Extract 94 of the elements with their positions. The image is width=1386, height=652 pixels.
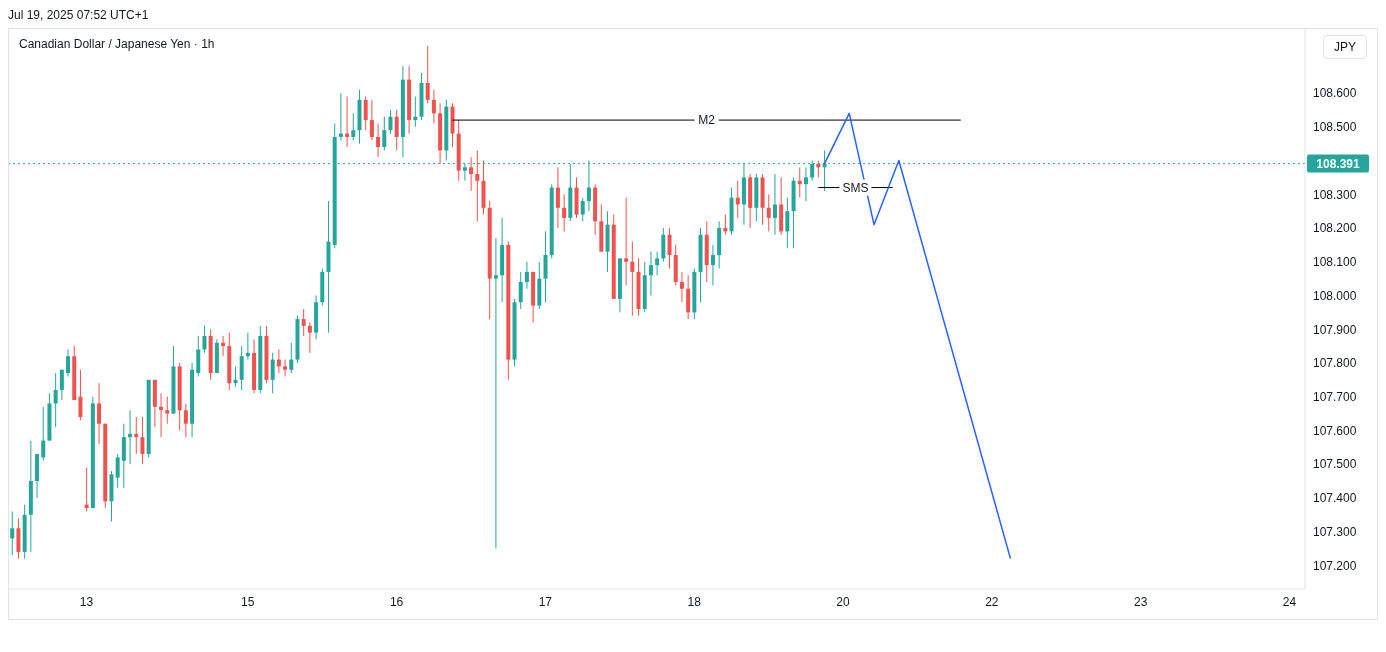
candlestick — [493, 237, 498, 550]
candlestick — [140, 416, 145, 465]
candlestick — [710, 244, 715, 286]
y-tick-label: 108.300 — [1313, 187, 1357, 202]
candlestick — [289, 342, 294, 374]
line-series — [823, 112, 1012, 560]
candlestick — [382, 116, 387, 151]
candlestick — [425, 45, 430, 104]
y-tick-label: 108.600 — [1313, 86, 1357, 101]
candlestick — [16, 517, 21, 560]
candlestick — [369, 99, 374, 141]
candlestick — [165, 396, 170, 425]
candlestick — [797, 166, 802, 199]
candlestick — [41, 406, 46, 462]
candlestick — [301, 308, 306, 337]
candlestick — [245, 332, 250, 361]
candlestick — [233, 365, 238, 388]
candlestick — [53, 372, 58, 428]
candlestick — [270, 352, 275, 394]
candlestick — [128, 409, 133, 465]
candlestick — [518, 271, 523, 310]
candlestick — [78, 369, 83, 421]
candlestick — [121, 423, 126, 489]
x-tick-label: 24 — [1282, 594, 1297, 609]
candlestick — [624, 197, 629, 286]
candlestick — [648, 251, 653, 297]
y-tick-label: 107.900 — [1313, 322, 1357, 337]
candlestick — [475, 149, 480, 222]
candlestick — [580, 197, 585, 222]
candlestick — [655, 251, 660, 276]
y-tick-label: 107.800 — [1313, 356, 1357, 371]
x-tick-label: 15 — [241, 594, 255, 609]
y-tick-label: 107.200 — [1313, 558, 1357, 573]
candlestick — [183, 402, 188, 438]
candlestick — [543, 230, 548, 303]
series-label: SMS — [842, 180, 869, 195]
chart-subtitle: Jul 19, 2025 07:52 UTC+1 — [8, 8, 150, 24]
candlestick — [115, 453, 120, 489]
candlestick — [221, 335, 226, 357]
x-tick-label: 18 — [687, 594, 702, 609]
candlestick — [202, 325, 207, 354]
candlestick — [524, 261, 529, 290]
text: Canadian Dollar / Japanese Yen · 1h — [19, 37, 215, 51]
x-tick-label: 16 — [389, 594, 404, 609]
candlestick — [772, 173, 777, 236]
x-tick-label: 20 — [836, 594, 851, 609]
y-tick-label: 108.100 — [1313, 255, 1357, 270]
candlestick — [661, 227, 666, 263]
text: JPY — [1322, 35, 1367, 59]
y-tick-label: 108.200 — [1313, 221, 1357, 236]
candlestick — [97, 382, 102, 445]
candlestick — [562, 193, 567, 232]
candlestick — [159, 392, 164, 438]
candlestick — [431, 89, 436, 124]
candlestick — [413, 95, 418, 128]
candlestick — [723, 214, 728, 236]
candlestick — [363, 95, 368, 131]
y-tick-label: 107.600 — [1313, 423, 1357, 438]
y-tick-label: 107.700 — [1313, 389, 1357, 404]
candlestick — [196, 335, 201, 377]
series-label: M2 — [698, 113, 716, 128]
candlestick — [555, 166, 560, 229]
candlestick — [785, 197, 790, 249]
candlestick — [686, 274, 691, 320]
candlestick — [239, 345, 244, 391]
x-tick-label: 23 — [1133, 594, 1148, 609]
candlestick — [469, 156, 474, 192]
candlestick — [59, 369, 64, 401]
candlestick — [338, 92, 343, 141]
y-tick-label: 107.400 — [1313, 491, 1357, 506]
ref-line-label: 108.391 — [1316, 156, 1361, 171]
candlestick — [630, 241, 635, 317]
y-tick-label: 108.000 — [1313, 288, 1357, 303]
y-tick-label: 108.500 — [1313, 120, 1357, 135]
candlestick — [803, 166, 808, 202]
candlestick — [283, 359, 288, 377]
y-tick-label: 107.300 — [1313, 524, 1357, 539]
candlestick — [679, 271, 684, 303]
x-tick-label: 13 — [79, 594, 94, 609]
candlestick — [376, 122, 381, 158]
y-tick-label: 107.500 — [1313, 457, 1357, 472]
candlestick — [10, 510, 15, 556]
candlestick — [394, 109, 399, 151]
candlestick — [84, 467, 89, 512]
candlestick — [667, 227, 672, 270]
candlestick — [345, 95, 350, 148]
candlestick — [351, 112, 356, 141]
candlestick — [388, 109, 393, 135]
x-tick-label: 17 — [538, 594, 553, 609]
candlestick — [766, 193, 771, 232]
x-tick-label: 22 — [985, 594, 999, 609]
candlestick — [66, 348, 71, 377]
candlestick — [307, 321, 312, 354]
candlestick — [134, 416, 139, 455]
